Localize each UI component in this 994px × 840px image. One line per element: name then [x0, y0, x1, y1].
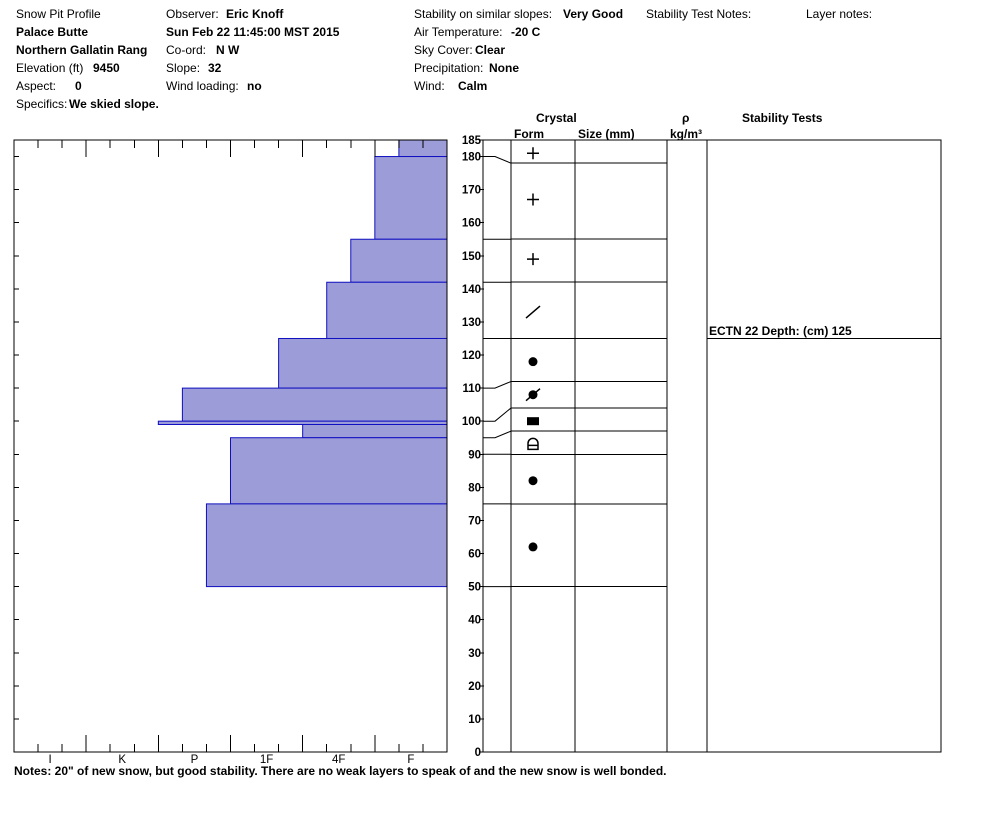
depth-tick-label: 70 — [468, 515, 481, 527]
depth-tick-label: 0 — [475, 747, 481, 759]
hardness-bar — [326, 281, 448, 339]
coord-label: Co-ord: — [166, 43, 207, 57]
depth-tick-label: 180 — [462, 152, 481, 164]
layer-notes-label: Layer notes: — [806, 7, 873, 21]
precipitation-label: Precipitation: — [414, 61, 484, 75]
depth-tick-label: 50 — [468, 582, 481, 594]
depth-tick-label: 110 — [462, 383, 481, 395]
crystal-form-dot — [528, 357, 538, 367]
range-name: Northern Gallatin Rang — [16, 43, 148, 57]
hardness-bar — [350, 238, 448, 283]
layer-connector — [483, 430, 512, 439]
size-heading: Size (mm) — [578, 127, 635, 141]
depth-tick-label: 120 — [462, 350, 481, 362]
hardness-tick-label: 1F — [260, 754, 273, 766]
crystal-form-plus — [527, 147, 539, 160]
density-unit: kg/m³ — [670, 127, 703, 141]
depth-tick-label: 80 — [468, 482, 481, 494]
hardness-tick-label: F — [407, 754, 414, 766]
hardness-tick-label: 4F — [332, 754, 345, 766]
elevation-value: 9450 — [93, 61, 120, 75]
crystal-form-slash — [525, 305, 541, 319]
depth-tick-label: 90 — [468, 449, 481, 461]
hardness-bar — [302, 423, 448, 439]
depth-tick-label: 10 — [468, 714, 481, 726]
stability-label: Stability on similar slopes: — [414, 7, 553, 21]
density-heading: ρ — [682, 111, 690, 125]
crystal-form-dot — [528, 476, 538, 486]
layer-connector — [483, 407, 512, 422]
profile-label: Snow Pit Profile — [16, 7, 101, 21]
depth-tick-label: 30 — [468, 648, 481, 660]
observer-value: Eric Knoff — [226, 7, 284, 21]
hardness-bar — [205, 503, 448, 588]
wind-loading-value: no — [247, 79, 262, 93]
hardness-tick-label: P — [191, 754, 199, 766]
hardness-bar — [278, 337, 448, 389]
observation-datetime: Sun Feb 22 11:45:00 MST 2015 — [166, 25, 340, 39]
depth-tick-label: 60 — [468, 549, 481, 561]
sky-cover-value: Clear — [475, 43, 506, 57]
depth-tick-label: 150 — [462, 251, 481, 263]
depth-tick-label: 140 — [462, 284, 481, 296]
layer-connector — [483, 381, 512, 389]
crystal-form-slash — [525, 388, 541, 402]
layer-connector — [483, 156, 512, 164]
hardness-tick-label: I — [48, 754, 51, 766]
depth-tick-label: 160 — [462, 218, 481, 230]
aspect-value: 0 — [75, 79, 82, 93]
crystal-form-square — [527, 417, 539, 426]
slope-label: Slope: — [166, 61, 201, 75]
stability-tests-heading: Stability Tests — [742, 111, 823, 125]
crystal-heading: Crystal — [536, 111, 577, 125]
slope-value: 32 — [208, 61, 222, 75]
depth-tick-label: 100 — [462, 416, 481, 428]
depth-tick-label: 20 — [468, 681, 481, 693]
stability-value: Very Good — [563, 7, 624, 21]
wind-value: Calm — [458, 79, 488, 93]
notes-text: Notes: 20" of new snow, but good stabili… — [14, 764, 667, 778]
hardness-bar — [374, 156, 448, 240]
sky-cover-label: Sky Cover: — [414, 43, 473, 57]
aspect-label: Aspect: — [16, 79, 57, 93]
stability-test-result: ECTN 22 Depth: (cm) 125 — [709, 324, 852, 339]
form-heading: Form — [514, 127, 544, 141]
depth-tick-label: 40 — [468, 615, 481, 627]
specifics-label: Specifics: — [16, 97, 68, 111]
specifics-value: We skied slope. — [69, 97, 159, 111]
depth-tick-label: 130 — [462, 317, 481, 329]
stability-test-notes-label: Stability Test Notes: — [646, 7, 752, 21]
crystal-table-frame — [482, 139, 942, 753]
location-name: Palace Butte — [16, 25, 89, 39]
depth-tick-label: 170 — [462, 185, 481, 197]
precipitation-value: None — [489, 61, 519, 75]
crystal-form-cup — [527, 437, 539, 451]
air-temp-label: Air Temperature: — [414, 25, 503, 39]
observer-label: Observer: — [166, 7, 219, 21]
hardness-bar — [230, 437, 448, 505]
wind-loading-label: Wind loading: — [166, 79, 239, 93]
crystal-form-plus — [527, 193, 539, 206]
crystal-form-dot — [528, 542, 538, 552]
air-temp-value: -20 C — [511, 25, 541, 39]
wind-label: Wind: — [414, 79, 445, 93]
depth-tick-label: 185 — [462, 135, 482, 147]
hardness-bar — [181, 387, 448, 422]
coord-value: N W — [216, 43, 240, 57]
crystal-form-plus — [527, 253, 539, 266]
elevation-label: Elevation (ft) — [16, 61, 84, 75]
hardness-tick-label: K — [118, 754, 126, 766]
